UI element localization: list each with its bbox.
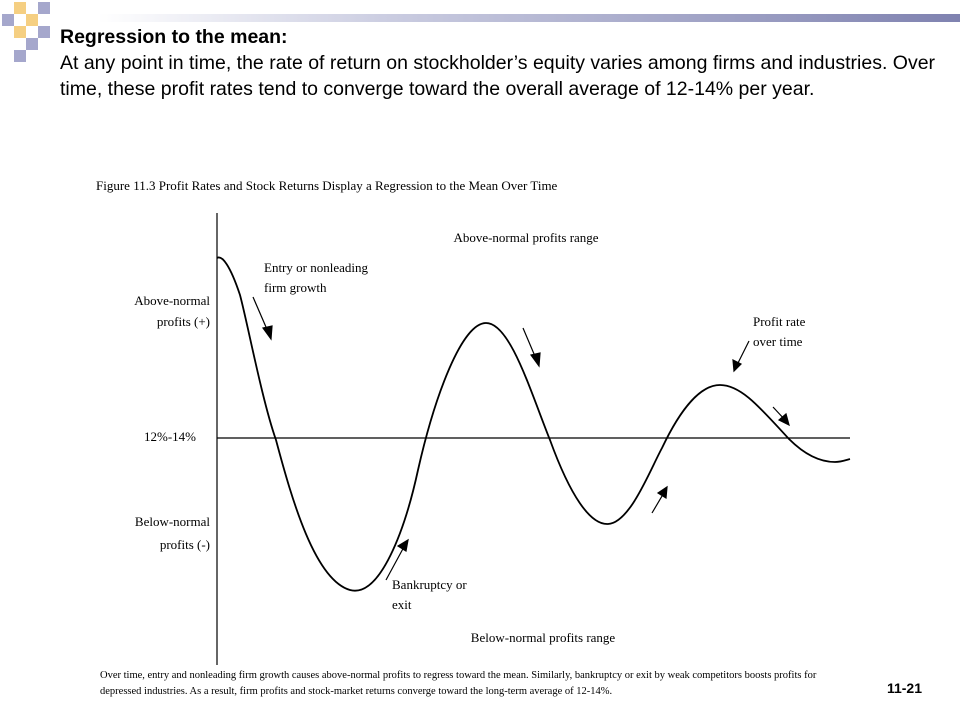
annotation-profit-2: over time [753,334,803,349]
annotation-entry-2: firm growth [264,280,327,295]
y-label-mean: 12%-14% [144,429,196,444]
y-label-below-1: Below-normal [135,514,210,529]
y-label-below-2: profits (-) [160,537,210,552]
slide-body: At any point in time, the rate of return… [60,52,936,100]
profit-rate-curve [216,256,851,592]
figure-title: Figure 11.3 Profit Rates and Stock Retur… [96,178,558,193]
arrow-recovery [651,485,668,514]
deco-square [26,38,38,50]
deco-square [38,26,50,38]
arrow-bankruptcy [385,538,409,581]
y-label-above-1: Above-normal [134,293,210,308]
title-bar-gradient [98,14,960,22]
page-number: 11-21 [886,680,922,696]
deco-square [14,2,26,14]
figure-caption: Over time, entry and nonleading firm gro… [100,670,817,697]
deco-square [14,50,26,62]
deco-square [26,14,38,26]
arrow-entry [252,296,273,341]
range-label-above: Above-normal profits range [453,230,598,245]
slide-text: Regression to the mean: At any point in … [60,24,940,102]
arrow-converge [772,406,790,427]
y-label-above-2: profits (+) [157,314,210,329]
deco-square [2,14,14,26]
deco-square [14,26,26,38]
annotation-bankruptcy-1: Bankruptcy or [392,577,467,592]
arrow-profit-rate [732,340,750,373]
slide-heading: Regression to the mean: [60,26,288,48]
deco-square [38,2,50,14]
range-label-below: Below-normal profits range [471,630,616,645]
annotation-bankruptcy-2: exit [392,597,412,612]
annotation-profit-1: Profit rate [753,314,806,329]
annotation-entry-1: Entry or nonleading [264,260,368,275]
arrow-regress-down [522,327,541,368]
